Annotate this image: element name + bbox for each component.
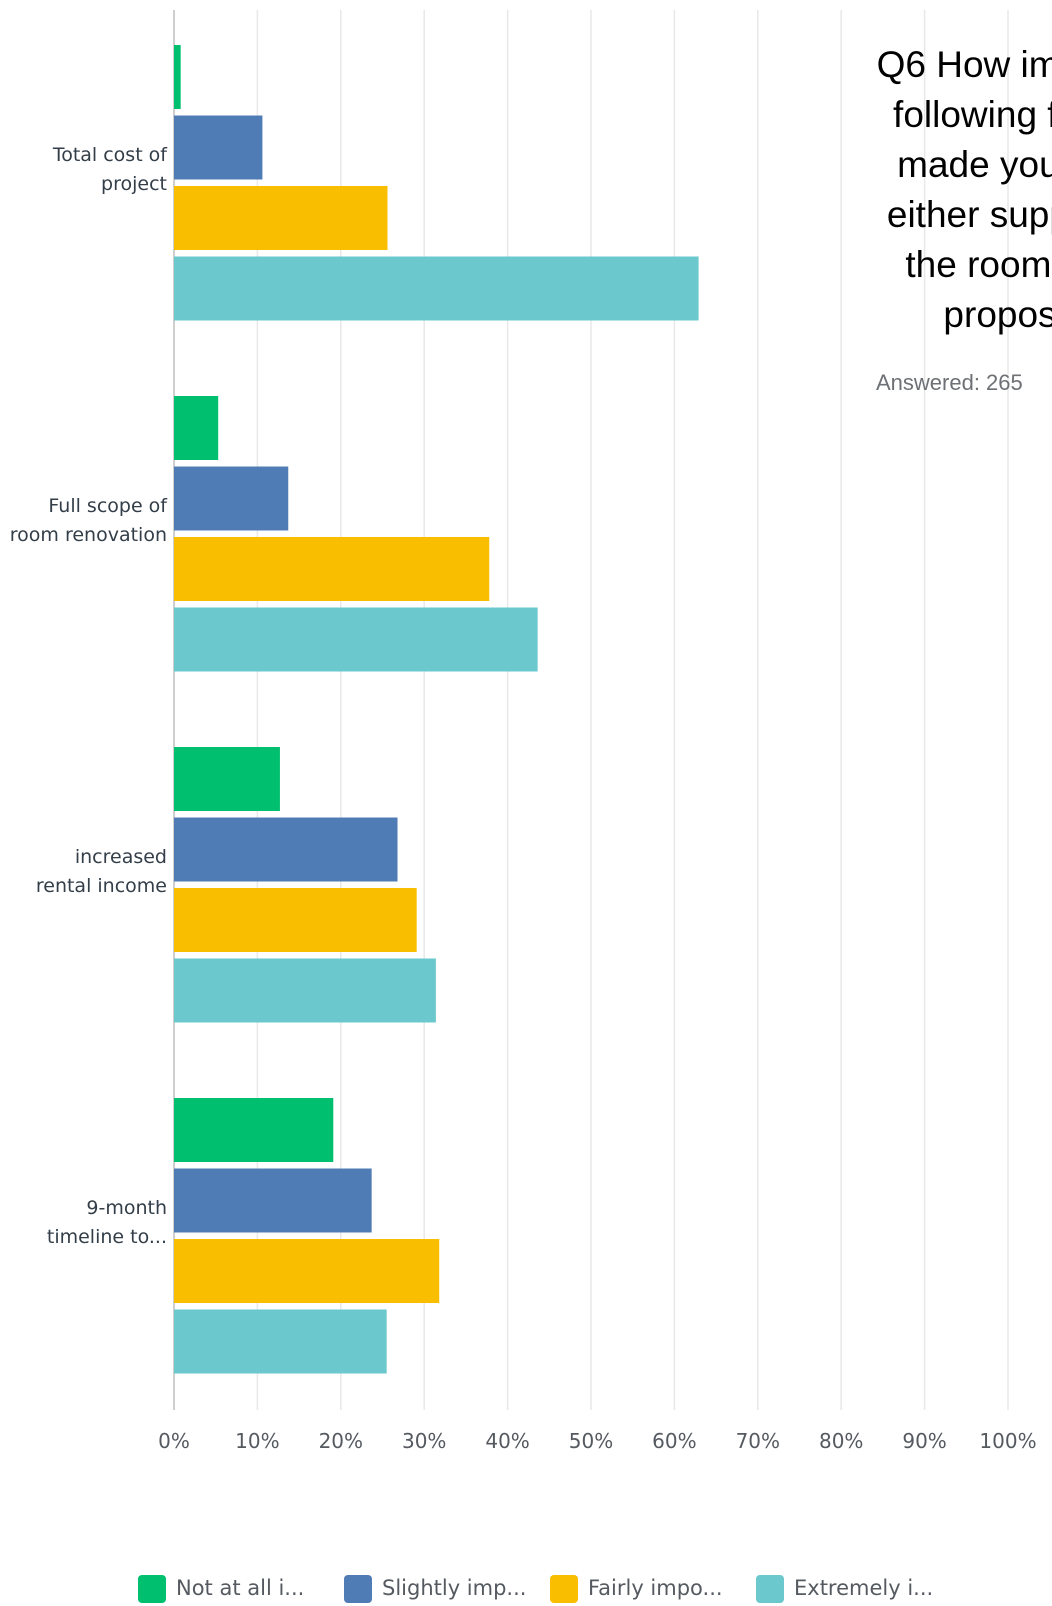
bar-4-3[interactable] bbox=[174, 1239, 440, 1303]
bar-2-3[interactable] bbox=[174, 537, 490, 601]
chart-title-line-2: following fact bbox=[893, 94, 1052, 135]
chart-title-line-6: propos bbox=[943, 294, 1052, 335]
x-tick-label-8: 80% bbox=[819, 1429, 863, 1453]
category-labels: Total cost of project Full scope of room re… bbox=[10, 144, 169, 1248]
bar-2-4[interactable] bbox=[174, 607, 538, 672]
x-tick-label-9: 90% bbox=[902, 1429, 946, 1453]
bar-3-1[interactable] bbox=[174, 747, 280, 811]
bar-4-1[interactable] bbox=[174, 1098, 334, 1162]
bar-2-1[interactable] bbox=[174, 396, 219, 460]
legend-label-1: Not at all i... bbox=[176, 1576, 305, 1600]
answered-count: Answered: 265 bbox=[876, 370, 1023, 395]
x-tick-label-10: 100% bbox=[979, 1429, 1036, 1453]
legend-label-2: Slightly imp... bbox=[382, 1576, 527, 1600]
x-tick-label-0: 0% bbox=[158, 1429, 190, 1453]
chart-title: Q6 How import following fact made your d ei… bbox=[720, 40, 1052, 340]
bar-1-4[interactable] bbox=[174, 256, 699, 321]
x-tick-label-2: 20% bbox=[319, 1429, 363, 1453]
category-label-4-line-2: timeline to... bbox=[47, 1226, 167, 1248]
category-label-1-line-1: Total cost of bbox=[52, 144, 168, 166]
legend-label-4: Extremely i... bbox=[794, 1576, 934, 1600]
category-label-2-line-2: room renovation bbox=[10, 524, 167, 546]
legend-swatch-3 bbox=[550, 1575, 578, 1603]
bar-4-4[interactable] bbox=[174, 1309, 387, 1374]
legend-swatch-2 bbox=[344, 1575, 372, 1603]
legend-swatch-1 bbox=[138, 1575, 166, 1603]
bar-3-4[interactable] bbox=[174, 958, 436, 1023]
bar-1-2[interactable] bbox=[174, 115, 263, 180]
x-tick-label-7: 70% bbox=[736, 1429, 780, 1453]
bar-2-2[interactable] bbox=[174, 466, 289, 531]
legend-label-3: Fairly impo... bbox=[588, 1576, 723, 1600]
bar-1-3[interactable] bbox=[174, 186, 388, 250]
chart-title-line-3: made your d bbox=[897, 144, 1052, 185]
x-tick-label-3: 30% bbox=[402, 1429, 446, 1453]
bar-3-3[interactable] bbox=[174, 888, 417, 952]
bars bbox=[174, 45, 699, 1374]
bar-3-2[interactable] bbox=[174, 817, 398, 882]
x-tick-label-4: 40% bbox=[485, 1429, 529, 1453]
category-label-3-line-1: increased bbox=[75, 846, 167, 868]
chart-title-line-4: either support bbox=[886, 194, 1052, 235]
bar-1-1[interactable] bbox=[174, 45, 181, 109]
x-tick-label-6: 60% bbox=[652, 1429, 696, 1453]
category-label-3-line-2: rental income bbox=[36, 875, 167, 897]
category-label-4-line-1: 9-month bbox=[86, 1197, 167, 1219]
x-tick-label-5: 50% bbox=[569, 1429, 613, 1453]
legend-swatch-4 bbox=[756, 1575, 784, 1603]
chart-title-line-5: the room re bbox=[905, 244, 1052, 285]
x-tick-label-1: 10% bbox=[235, 1429, 279, 1453]
category-label-1-line-2: project bbox=[101, 173, 167, 195]
category-label-2-line-1: Full scope of bbox=[48, 495, 168, 517]
chart-title-line-1: Q6 How import bbox=[876, 44, 1052, 85]
bar-4-2[interactable] bbox=[174, 1168, 372, 1233]
x-axis-tick-labels: 0% 10% 20% 30% 40% 50% 60% 70% 80% 90% 100% bbox=[158, 1429, 1036, 1453]
